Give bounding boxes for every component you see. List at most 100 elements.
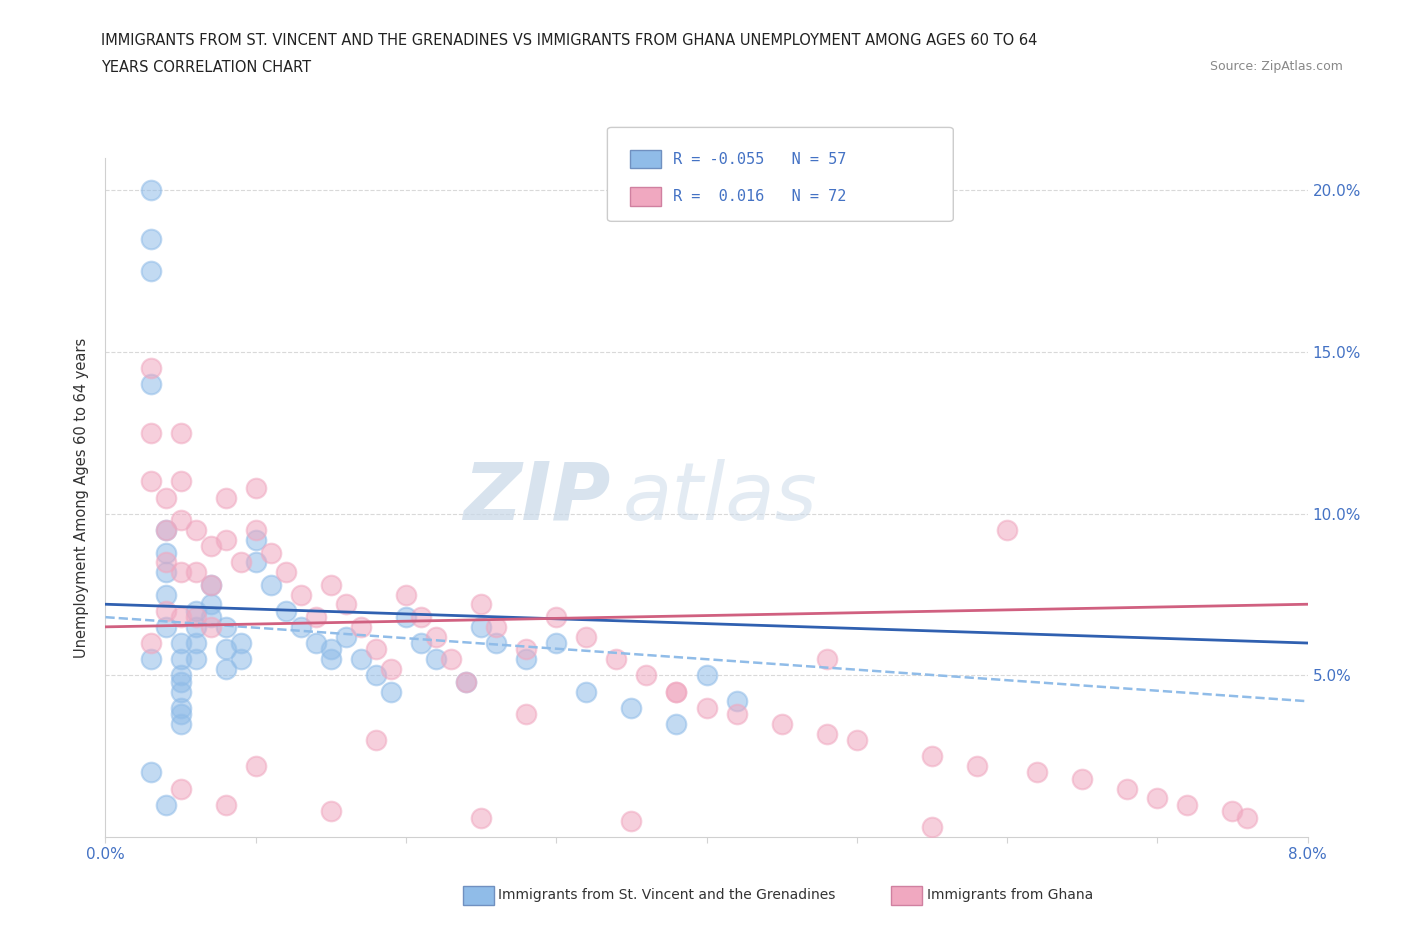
- Point: [155, 545, 177, 560]
- Point: [214, 642, 236, 657]
- Point: [409, 635, 432, 650]
- Point: [214, 532, 236, 547]
- Point: [470, 810, 492, 825]
- Point: [260, 545, 283, 560]
- Point: [725, 694, 748, 709]
- Point: [139, 264, 162, 279]
- Point: [575, 629, 598, 644]
- Point: [245, 555, 267, 570]
- Text: R =  0.016   N = 72: R = 0.016 N = 72: [673, 189, 846, 204]
- Point: [966, 759, 988, 774]
- Point: [139, 361, 162, 376]
- Point: [184, 565, 207, 579]
- Point: [485, 619, 508, 634]
- Point: [245, 481, 267, 496]
- Text: Immigrants from Ghana: Immigrants from Ghana: [927, 887, 1092, 902]
- Point: [454, 674, 477, 689]
- Point: [1026, 764, 1049, 779]
- Text: ZIP: ZIP: [463, 458, 610, 537]
- Point: [515, 652, 537, 667]
- Point: [169, 700, 191, 715]
- Point: [409, 610, 432, 625]
- Point: [515, 642, 537, 657]
- Point: [1175, 797, 1198, 812]
- Point: [200, 578, 222, 592]
- Point: [229, 635, 252, 650]
- Point: [395, 587, 418, 602]
- Point: [815, 652, 838, 667]
- Point: [725, 707, 748, 722]
- Point: [395, 610, 418, 625]
- Text: Immigrants from St. Vincent and the Grenadines: Immigrants from St. Vincent and the Gren…: [498, 887, 835, 902]
- Point: [214, 490, 236, 505]
- Point: [214, 797, 236, 812]
- Point: [319, 804, 342, 818]
- Point: [169, 512, 191, 527]
- Point: [169, 425, 191, 440]
- Point: [470, 597, 492, 612]
- Point: [515, 707, 537, 722]
- Point: [155, 587, 177, 602]
- Point: [155, 490, 177, 505]
- Point: [1236, 810, 1258, 825]
- Point: [229, 555, 252, 570]
- Point: [139, 232, 162, 246]
- Text: atlas: atlas: [623, 458, 817, 537]
- Point: [200, 619, 222, 634]
- Point: [139, 377, 162, 392]
- Point: [214, 661, 236, 676]
- Point: [169, 652, 191, 667]
- Point: [169, 674, 191, 689]
- Point: [335, 629, 357, 644]
- Point: [454, 674, 477, 689]
- Point: [364, 642, 387, 657]
- Point: [184, 635, 207, 650]
- Point: [696, 700, 718, 715]
- Point: [305, 635, 328, 650]
- Point: [319, 642, 342, 657]
- Point: [155, 523, 177, 538]
- Point: [169, 474, 191, 489]
- Point: [245, 759, 267, 774]
- Point: [350, 619, 373, 634]
- Point: [155, 619, 177, 634]
- Point: [665, 684, 688, 699]
- Point: [815, 726, 838, 741]
- Text: IMMIGRANTS FROM ST. VINCENT AND THE GRENADINES VS IMMIGRANTS FROM GHANA UNEMPLOY: IMMIGRANTS FROM ST. VINCENT AND THE GREN…: [101, 33, 1038, 47]
- Point: [169, 610, 191, 625]
- Point: [139, 764, 162, 779]
- Point: [290, 587, 312, 602]
- Point: [665, 684, 688, 699]
- Point: [620, 700, 643, 715]
- Point: [995, 523, 1018, 538]
- Point: [380, 684, 402, 699]
- Point: [364, 733, 387, 748]
- Point: [485, 635, 508, 650]
- Point: [155, 523, 177, 538]
- Point: [546, 610, 568, 625]
- Point: [319, 578, 342, 592]
- Point: [200, 610, 222, 625]
- Point: [184, 604, 207, 618]
- Point: [200, 538, 222, 553]
- Point: [169, 781, 191, 796]
- Point: [605, 652, 627, 667]
- Point: [155, 604, 177, 618]
- Y-axis label: Unemployment Among Ages 60 to 64 years: Unemployment Among Ages 60 to 64 years: [75, 338, 90, 658]
- Point: [350, 652, 373, 667]
- Point: [770, 716, 793, 731]
- Point: [200, 578, 222, 592]
- Point: [139, 635, 162, 650]
- Point: [290, 619, 312, 634]
- Point: [921, 749, 943, 764]
- Point: [1222, 804, 1244, 818]
- Point: [636, 668, 658, 683]
- Point: [139, 425, 162, 440]
- Point: [169, 635, 191, 650]
- Point: [184, 610, 207, 625]
- Point: [470, 619, 492, 634]
- Point: [169, 668, 191, 683]
- Point: [665, 716, 688, 731]
- Point: [921, 820, 943, 835]
- Point: [184, 652, 207, 667]
